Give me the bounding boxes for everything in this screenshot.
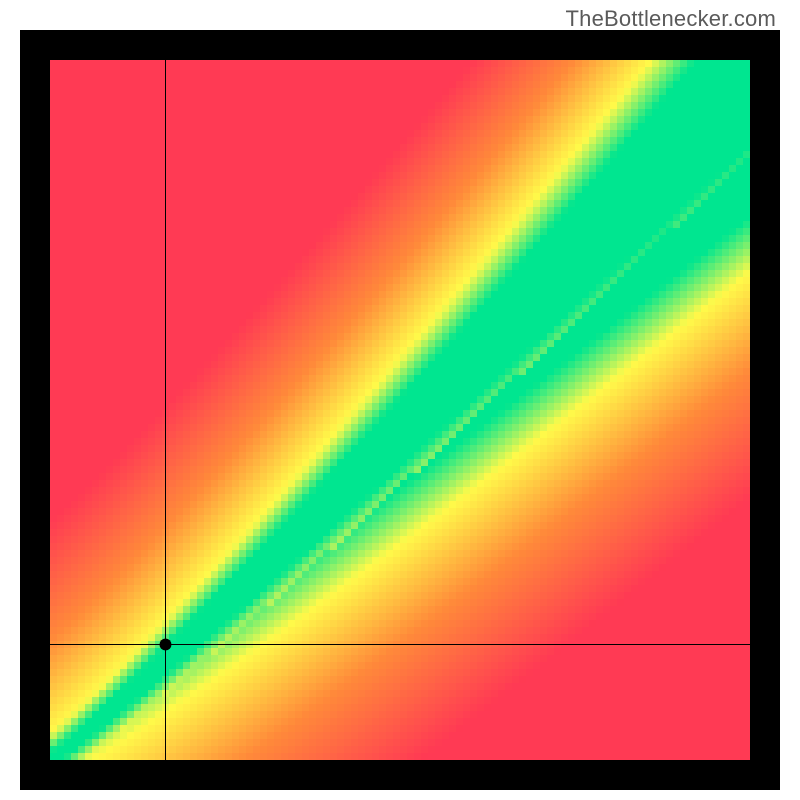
chart-plot-area bbox=[50, 60, 750, 760]
watermark-text: TheBottlenecker.com bbox=[566, 6, 776, 32]
bottleneck-heatmap bbox=[50, 60, 750, 760]
chart-outer-frame bbox=[20, 30, 780, 790]
